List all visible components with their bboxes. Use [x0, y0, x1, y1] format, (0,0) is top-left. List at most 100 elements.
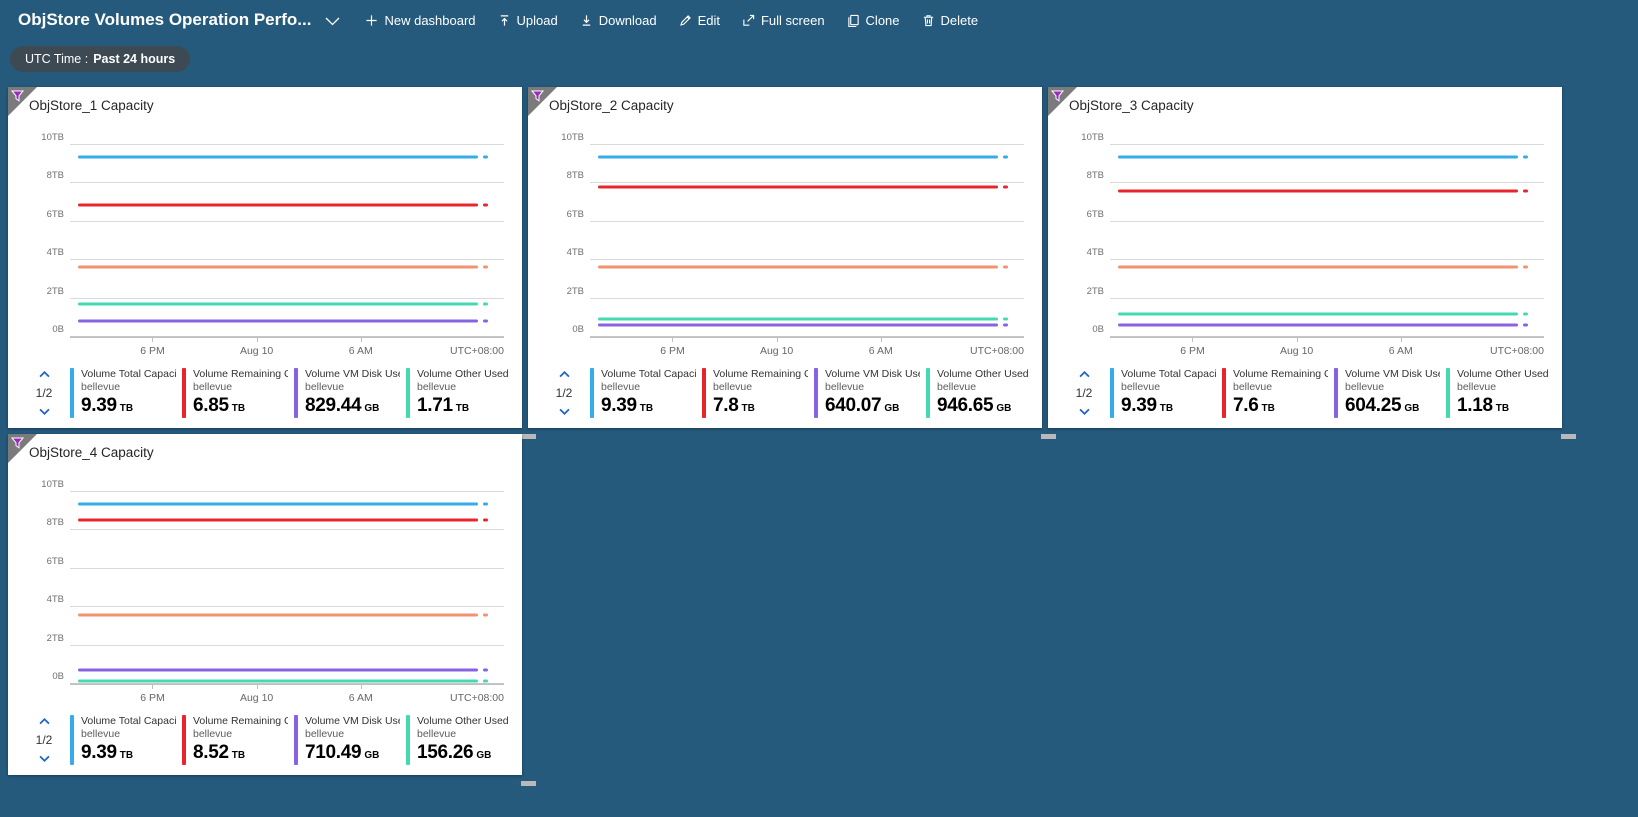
series-line-total — [78, 155, 488, 159]
x-axis-tick: Aug 10 — [239, 692, 274, 704]
y-axis-tick: 0B — [1092, 324, 1104, 335]
legend-page-up-button[interactable] — [37, 369, 52, 379]
dashboard-title[interactable]: ObjStore Volumes Operation Perfo... — [18, 10, 312, 29]
chevron-down-icon[interactable] — [325, 17, 340, 26]
download-button[interactable]: Download — [569, 7, 668, 34]
tile-objstore-4-capacity[interactable]: ObjStore_4 Capacity 10TB 8TB 6TB 4TB 2TB… — [8, 434, 536, 786]
legend-pager: 1/2 — [24, 715, 64, 765]
legend-page-indicator: 1/2 — [35, 386, 53, 400]
plus-icon — [365, 14, 378, 27]
tile-filter-corner — [8, 434, 37, 463]
legend-pager: 1/2 — [1064, 368, 1104, 418]
legend-color-bar — [294, 368, 298, 418]
edit-button[interactable]: Edit — [668, 7, 731, 34]
tile-title: ObjStore_4 Capacity — [29, 445, 154, 460]
y-axis-tick: 6TB — [566, 208, 584, 220]
y-axis-tick: 8TB — [1086, 170, 1104, 182]
upload-button[interactable]: Upload — [487, 7, 569, 34]
series-line-remaining — [1118, 189, 1528, 193]
legend-color-bar — [1222, 368, 1226, 418]
y-axis-tick: 6TB — [46, 555, 64, 567]
tile-objstore-3-capacity[interactable]: ObjStore_3 Capacity 10TB 8TB 6TB 4TB 2TB… — [1048, 87, 1576, 439]
dashboard-grid: ObjStore_1 Capacity 10TB 8TB 6TB 4TB 2TB… — [8, 87, 1576, 786]
y-axis-tick: 0B — [52, 324, 64, 335]
tile-objstore-2-capacity[interactable]: ObjStore_2 Capacity 10TB 8TB 6TB 4TB 2TB… — [528, 87, 1056, 439]
legend-page-down-button[interactable] — [557, 407, 572, 417]
legend-color-bar — [294, 715, 298, 765]
x-axis: 6 PM Aug 10 6 AM UTC+08:00 — [590, 337, 1024, 361]
tile-resize-handle[interactable] — [521, 781, 536, 786]
series-line-remaining — [78, 518, 488, 522]
legend-page-down-button[interactable] — [1077, 407, 1092, 417]
x-axis-tick: 6 AM — [348, 692, 373, 704]
tile-filter-corner — [8, 87, 37, 116]
chart-plot-area: 10TB 8TB 6TB 4TB 2TB 0B — [561, 132, 1024, 337]
series-line-remaining — [78, 203, 488, 207]
clone-button[interactable]: Clone — [836, 7, 911, 34]
legend-page-up-button[interactable] — [37, 716, 52, 726]
legend-color-bar — [182, 715, 186, 765]
legend-color-bar — [70, 368, 74, 418]
series-line-other-used — [598, 317, 1008, 321]
y-axis-tick: 10TB — [1081, 132, 1104, 143]
chart-plot-area: 10TB 8TB 6TB 4TB 2TB 0B — [41, 479, 504, 684]
tile-resize-handle[interactable] — [1561, 434, 1576, 439]
legend-page-down-button[interactable] — [37, 754, 52, 764]
y-axis-tick: 4TB — [566, 247, 584, 259]
trash-icon — [922, 14, 935, 27]
upload-icon — [498, 14, 511, 27]
tile-title: ObjStore_3 Capacity — [1069, 98, 1194, 113]
y-axis-tick: 10TB — [561, 132, 584, 143]
y-axis-tick: 2TB — [46, 632, 64, 644]
tile-filter-corner — [1048, 87, 1077, 116]
legend-page-down-button[interactable] — [37, 407, 52, 417]
timezone-label: UTC+08:00 — [970, 345, 1024, 357]
tile-filter-corner — [528, 87, 557, 116]
filter-row: UTC Time : Past 24 hours — [0, 36, 1638, 72]
legend-page-indicator: 1/2 — [555, 386, 573, 400]
new-dashboard-button[interactable]: New dashboard — [354, 7, 486, 34]
legend-page-up-button[interactable] — [1077, 369, 1092, 379]
utc-time-filter-pill[interactable]: UTC Time : Past 24 hours — [10, 46, 191, 72]
legend-color-bar — [70, 715, 74, 765]
x-axis-tick: 6 AM — [348, 345, 373, 357]
legend-color-bar — [590, 368, 594, 418]
x-axis: 6 PM Aug 10 6 AM UTC+08:00 — [1110, 337, 1544, 361]
tile-title: ObjStore_1 Capacity — [29, 98, 154, 113]
legend-page-up-button[interactable] — [557, 369, 572, 379]
fullscreen-button[interactable]: Full screen — [731, 7, 836, 34]
legend: 1/2 Volume Total Capacit...bellevue 9.39… — [1064, 368, 1552, 418]
series-line-extra — [1118, 265, 1528, 269]
clone-icon — [847, 14, 860, 27]
y-axis-tick: 0B — [572, 324, 584, 335]
legend-color-bar — [702, 368, 706, 418]
legend-color-bar — [406, 715, 410, 765]
legend-color-bar — [1110, 368, 1114, 418]
series-line-total — [78, 502, 488, 506]
series-line-vm-disk — [78, 668, 488, 672]
x-axis-tick: Aug 10 — [759, 345, 794, 357]
tile-resize-handle[interactable] — [1041, 434, 1056, 439]
tile-objstore-1-capacity[interactable]: ObjStore_1 Capacity 10TB 8TB 6TB 4TB 2TB… — [8, 87, 536, 439]
command-bar: ObjStore Volumes Operation Perfo... New … — [0, 0, 1638, 36]
tile-resize-handle[interactable] — [521, 434, 536, 439]
delete-button[interactable]: Delete — [911, 7, 990, 34]
legend-page-indicator: 1/2 — [1075, 386, 1093, 400]
legend-item[interactable]: Volume Remaining Cap...bellevue 7.8TB — [702, 368, 808, 418]
legend-item[interactable]: Volume Remaining Cap...bellevue 7.6TB — [1222, 368, 1328, 418]
legend: 1/2 Volume Total Capacit...bellevue 9.39… — [24, 715, 512, 765]
